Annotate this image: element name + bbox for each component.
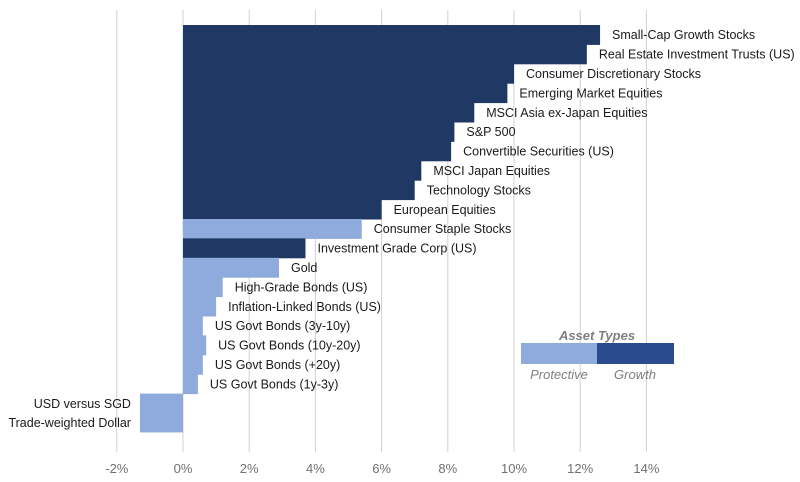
x-tick-label: 4% — [306, 461, 325, 476]
bar-label: US Govt Bonds (1y-3y) — [210, 377, 339, 391]
bar-label: European Equities — [394, 203, 496, 217]
bar-label: USD versus SGD — [34, 397, 131, 411]
bar — [183, 199, 382, 220]
bars — [139, 25, 601, 433]
bar-label: MSCI Japan Equities — [433, 164, 550, 178]
bar — [183, 141, 452, 162]
bar — [183, 44, 587, 65]
bar-label: US Govt Bonds (+20y) — [215, 358, 340, 372]
bar — [183, 160, 422, 181]
bar-label: Consumer Staple Stocks — [374, 222, 512, 236]
bar — [183, 83, 508, 104]
bar — [183, 180, 415, 201]
bar-label: Investment Grade Corp (US) — [317, 242, 476, 256]
x-tick-label: 0% — [174, 461, 193, 476]
bar — [183, 25, 601, 45]
bar — [183, 354, 203, 375]
bar — [183, 63, 514, 84]
bar-label: US Govt Bonds (3y-10y) — [215, 319, 350, 333]
bar — [183, 122, 455, 142]
bar — [183, 316, 203, 336]
bar — [139, 393, 183, 433]
bar-label: Trade-weighted Dollar — [8, 416, 131, 430]
bar — [183, 374, 198, 395]
bar — [183, 238, 306, 259]
x-tick-label: 14% — [633, 461, 659, 476]
legend-swatch-growth — [597, 343, 674, 364]
bar-label: Gold — [291, 261, 317, 275]
legend-label-growth: Growth — [614, 367, 656, 382]
x-tick-label: -2% — [105, 461, 129, 476]
bar-label: Technology Stocks — [427, 183, 531, 197]
bar-label: US Govt Bonds (10y-20y) — [218, 339, 360, 353]
legend-title: Asset Types — [558, 328, 635, 343]
bar-label: High-Grade Bonds (US) — [235, 280, 368, 294]
legend: Asset Types Protective Growth — [521, 328, 674, 382]
bar — [183, 102, 475, 123]
x-tick-label: 12% — [567, 461, 593, 476]
legend-swatch-protective — [521, 343, 597, 364]
bar-label: Convertible Securities (US) — [463, 145, 614, 159]
bar-label: Real Estate Investment Trusts (US) — [599, 48, 795, 62]
bar — [183, 335, 207, 356]
x-tick-label: 6% — [372, 461, 391, 476]
bar-label: MSCI Asia ex-Japan Equities — [486, 106, 647, 120]
x-axis-ticks: -2% 0% 2% 4% 6% 8% 10% 12% 14% — [105, 461, 660, 476]
bar-label: Emerging Market Equities — [519, 86, 662, 100]
x-tick-label: 8% — [438, 461, 457, 476]
bar — [183, 219, 362, 239]
bar-label: Small-Cap Growth Stocks — [612, 28, 755, 42]
bar-label: Consumer Discretionary Stocks — [526, 67, 701, 81]
bar — [183, 257, 279, 278]
bar-label: Inflation-Linked Bonds (US) — [228, 300, 381, 314]
bar-labels: Small-Cap Growth Stocks Real Estate Inves… — [8, 28, 794, 430]
bar-label: S&P 500 — [466, 125, 515, 139]
bar — [183, 296, 217, 317]
bar — [183, 277, 223, 298]
x-tick-label: 10% — [501, 461, 527, 476]
legend-label-protective: Protective — [530, 367, 588, 382]
x-tick-label: 2% — [240, 461, 259, 476]
